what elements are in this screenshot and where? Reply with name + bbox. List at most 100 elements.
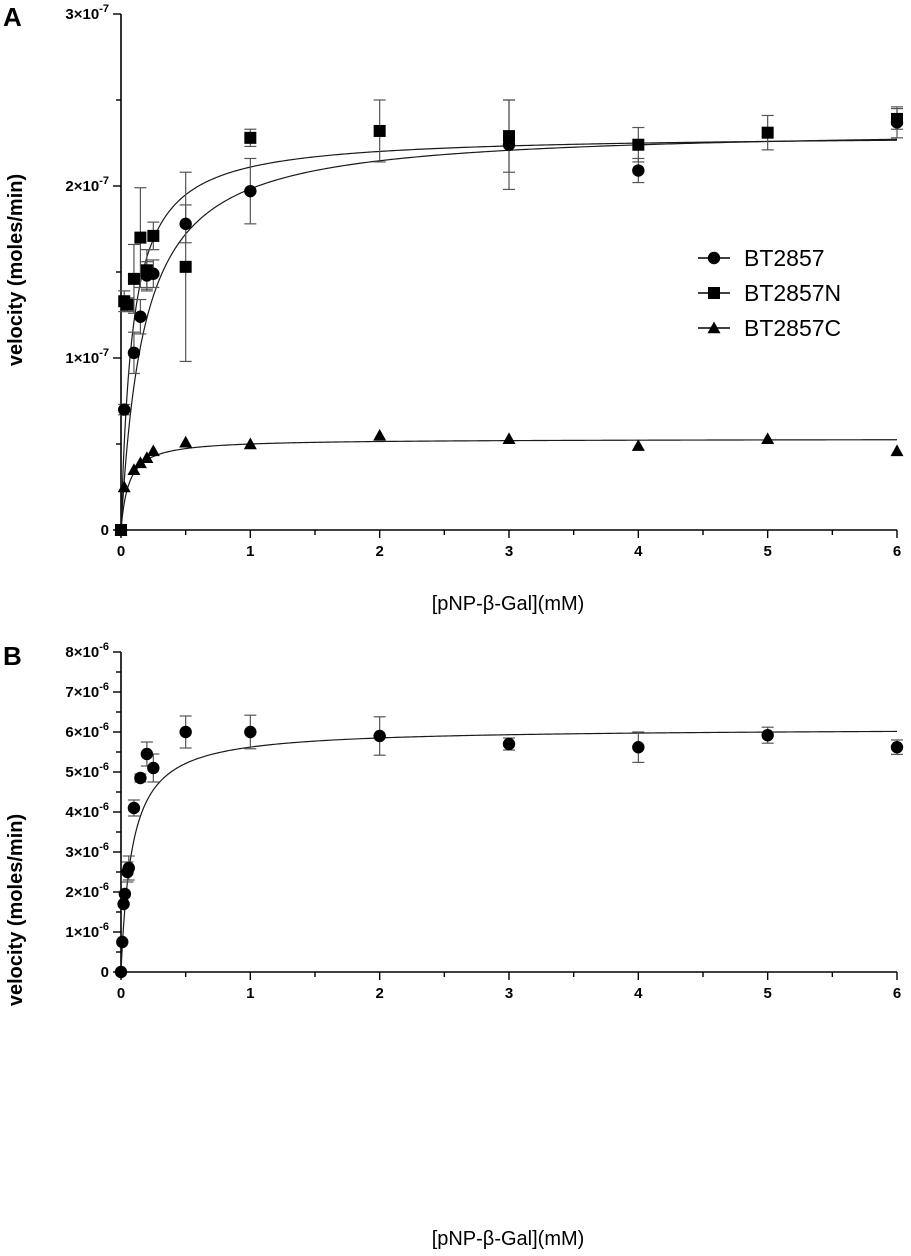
panel-a-x-tick-label: 3 — [505, 543, 513, 560]
panel-a-y-tick-label: 3×10-7 — [65, 3, 109, 23]
panel-a-x-tick-label: 2 — [375, 543, 383, 560]
panel-a-y-tick-label: 1×10-7 — [65, 347, 109, 367]
panel-a-point-bt2857 — [632, 164, 645, 177]
panel-b-y-tick-label: 4×10-6 — [65, 801, 109, 821]
legend-item-bt2857n: BT2857N — [698, 280, 841, 306]
panel-a-point-bt2857c — [243, 437, 257, 450]
panel-b-y-tick-label: 0 — [101, 964, 109, 981]
panel-b-x-tick-label: 0 — [117, 985, 125, 1002]
panel-a-chart: A 0 1 2 3 4 5 6 0 1×10-7 2×10-7 3×10-7 [pNP-β-Gal]… — [3, 2, 904, 615]
panel-b-point-series — [502, 737, 516, 751]
panel-b-point-series — [761, 729, 774, 742]
panel-a-x-tick-label: 1 — [246, 543, 254, 560]
panel-a-point-bt2857c — [114, 523, 128, 536]
panel-a-axes: 0 1 2 3 4 5 6 0 1×10-7 2×10-7 3×10-7 — [65, 3, 901, 560]
panel-a-y-tick-label: 0 — [101, 522, 109, 539]
panel-a-fit-curve-bt2857n — [120, 139, 898, 531]
panel-a-point-bt2857 — [179, 217, 192, 231]
panel-b-x-tick-label: 4 — [634, 985, 643, 1002]
panel-b-point-series — [179, 725, 192, 739]
panel-a-x-tick-label: 0 — [117, 543, 125, 560]
panel-a-point-bt2857 — [118, 403, 131, 416]
panel-a-x-tick-label: 6 — [893, 543, 901, 560]
panel-a-point-bt2857c — [179, 435, 193, 448]
panel-a-legend: BT2857 BT2857N BT2857C — [698, 245, 841, 341]
panel-a-fit-curves — [120, 138, 898, 531]
panel-a-x-tick-label: 5 — [763, 543, 771, 560]
panel-b-y-tick-label: 1×10-6 — [65, 921, 109, 941]
panel-a-point-bt2857c — [117, 480, 131, 493]
legend-marker-square — [708, 287, 720, 299]
panel-a-fit-curve-bt2857 — [120, 138, 898, 531]
panel-b-point-series — [118, 887, 132, 901]
panel-a-point-bt2857n — [179, 260, 192, 273]
panel-a-point-bt2857 — [134, 310, 147, 323]
panel-a-point-bt2857n — [891, 112, 903, 125]
panel-a-point-bt2857n — [373, 124, 386, 137]
panel-b-y-tick-label: 6×10-6 — [65, 721, 109, 741]
panel-a-y-axis-title: velocity (moles/min) — [5, 174, 27, 366]
panel-b-y-tick-label: 5×10-6 — [65, 761, 109, 781]
panel-a-point-bt2857c — [890, 444, 904, 457]
panel-b-point-series — [122, 861, 135, 875]
panel-a-point-bt2857 — [244, 184, 257, 198]
panel-b-point-series — [244, 725, 257, 739]
panel-b-x-tick-label: 5 — [763, 985, 771, 1002]
panel-a-fit-curve-bt2857c — [120, 439, 898, 531]
panel-b-point-series — [134, 771, 147, 785]
legend-marker-circle — [707, 251, 721, 265]
panel-a-point-bt2857c — [146, 444, 160, 457]
panel-a-letter: A — [3, 2, 22, 32]
panel-b-fit-curve — [120, 730, 898, 973]
legend-marker-triangle — [707, 321, 721, 334]
panel-a-point-bt2857c — [373, 428, 387, 441]
panel-b-x-tick-label: 6 — [893, 985, 901, 1002]
legend-label: BT2857C — [744, 315, 841, 341]
panel-b-letter: B — [3, 641, 22, 671]
panel-a-point-bt2857c — [502, 432, 516, 445]
panel-b-point-series — [127, 801, 141, 815]
panel-b-y-tick-label: 8×10-6 — [65, 641, 109, 661]
panel-a-point-bt2857n — [632, 138, 645, 151]
panel-a-point-bt2857n — [121, 298, 134, 311]
panel-b-point-series — [890, 741, 904, 754]
panel-b-point-series — [114, 965, 128, 979]
panel-a-point-bt2857n — [503, 130, 515, 143]
panel-b-x-tick-label: 1 — [246, 985, 254, 1002]
panel-b-point-series — [373, 729, 386, 743]
panel-a-point-bt2857n — [761, 126, 774, 139]
panel-b-point-series — [117, 897, 130, 911]
panel-b-y-tick-label: 7×10-6 — [65, 681, 109, 701]
legend-label: BT2857 — [744, 245, 825, 271]
panel-a-point-bt2857 — [127, 346, 141, 360]
legend-item-bt2857c: BT2857C — [698, 315, 841, 341]
legend-item-bt2857: BT2857 — [698, 245, 825, 271]
panel-b-axes: 0 1 2 3 4 5 6 0 1×10-6 2×10-6 3×10-6 4×10-6 5×10-6 6×… — [65, 641, 901, 1002]
panel-b-data-points — [114, 725, 904, 979]
panel-a-point-bt2857c — [631, 439, 645, 451]
panel-a-point-bt2857n — [147, 229, 160, 242]
panel-b-point-series — [632, 741, 645, 754]
panel-a-point-bt2857n — [134, 231, 147, 244]
panel-a-point-bt2857c — [127, 463, 141, 475]
panel-a-x-tick-label: 4 — [634, 543, 643, 560]
panel-a-point-bt2857n — [140, 264, 153, 277]
panel-b-fit-curve-series — [120, 730, 898, 973]
panel-a-point-bt2857n — [127, 272, 140, 285]
panel-b-point-series — [147, 761, 160, 775]
panel-b-y-tick-label: 3×10-6 — [65, 841, 109, 861]
panel-a-point-bt2857n — [244, 131, 257, 144]
panel-b-y-tick-label: 2×10-6 — [65, 881, 109, 901]
panel-b-chart: B 0 1 2 3 4 5 6 0 1×10-6 2×10-6 3×10-6 4×10-6 5×10-6… — [3, 641, 904, 1250]
panel-b-point-series — [140, 747, 154, 761]
panel-b-y-axis-title: velocity (moles/min) — [5, 814, 27, 1006]
panel-b-x-axis-title: [pNP-β-Gal](mM) — [432, 1228, 585, 1250]
panel-b-point-series — [116, 935, 129, 949]
panel-a-point-bt2857c — [140, 451, 154, 463]
panel-a-point-bt2857c — [133, 456, 147, 469]
panel-a-point-bt2857c — [761, 432, 775, 445]
legend-label: BT2857N — [744, 280, 841, 306]
panel-b-x-tick-label: 2 — [375, 985, 383, 1002]
panel-a-y-tick-label: 2×10-7 — [65, 175, 109, 195]
